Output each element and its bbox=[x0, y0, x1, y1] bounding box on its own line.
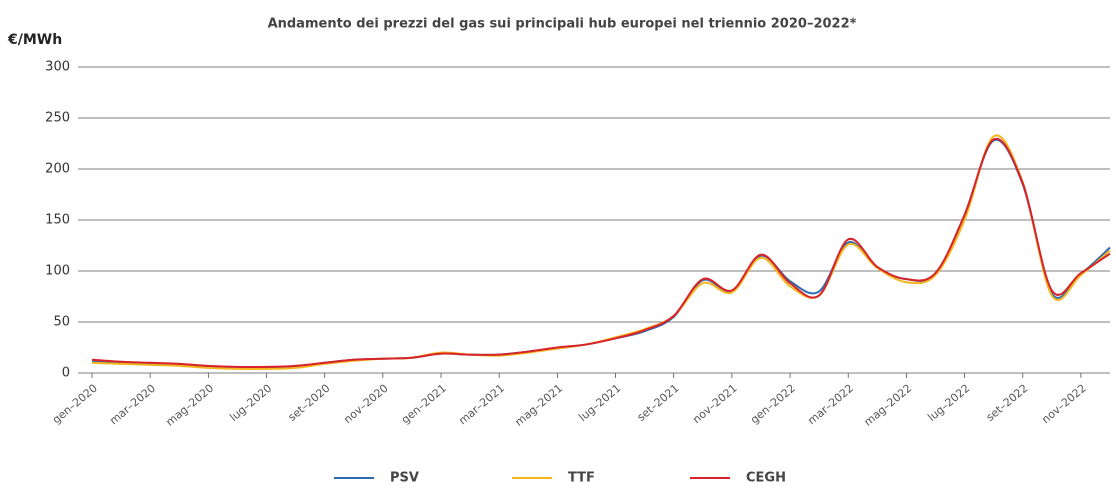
y-tick-label: 0 bbox=[62, 366, 70, 381]
x-tick-label: lug–2021 bbox=[576, 382, 623, 424]
x-tick-label: mar–2022 bbox=[805, 382, 856, 428]
x-tick-label: set–2020 bbox=[286, 382, 333, 424]
x-tick-label: nov–2022 bbox=[1039, 382, 1089, 426]
x-tick-label: lug–2020 bbox=[227, 382, 274, 424]
y-tick-label: 150 bbox=[45, 213, 70, 228]
y-tick-label: 200 bbox=[45, 162, 70, 177]
line-series bbox=[91, 134, 1111, 371]
y-axis-label: €/MWh bbox=[7, 32, 62, 48]
x-tick-label: mar–2020 bbox=[107, 382, 158, 428]
legend-label: TTF bbox=[568, 471, 595, 486]
x-tick-label: gen–2022 bbox=[748, 382, 798, 427]
line-series bbox=[91, 138, 1111, 370]
legend-label: PSV bbox=[390, 471, 419, 486]
x-tick-label: lug–2022 bbox=[925, 382, 972, 424]
y-tick-label: 250 bbox=[45, 111, 70, 126]
line-series bbox=[91, 137, 1111, 369]
x-tick-label: mar–2021 bbox=[456, 382, 507, 428]
x-tick-label: mag–2020 bbox=[163, 382, 216, 429]
x-tick-label: set–2022 bbox=[984, 382, 1031, 424]
x-tick-label: nov–2021 bbox=[690, 382, 740, 426]
chart-title: Andamento dei prezzi del gas sui princip… bbox=[268, 17, 857, 32]
y-tick-label: 100 bbox=[45, 264, 70, 279]
x-tick-label: gen–2021 bbox=[399, 382, 449, 427]
legend-label: CEGH bbox=[746, 471, 786, 486]
x-tick-label: mag–2021 bbox=[512, 382, 565, 429]
x-tick-label: set–2021 bbox=[635, 382, 682, 424]
y-tick-label: 50 bbox=[53, 315, 70, 330]
x-tick-label: mag–2022 bbox=[862, 382, 915, 429]
y-tick-label: 300 bbox=[45, 60, 70, 75]
x-tick-label: nov–2020 bbox=[341, 382, 391, 426]
x-tick-label: gen–2020 bbox=[50, 382, 100, 427]
